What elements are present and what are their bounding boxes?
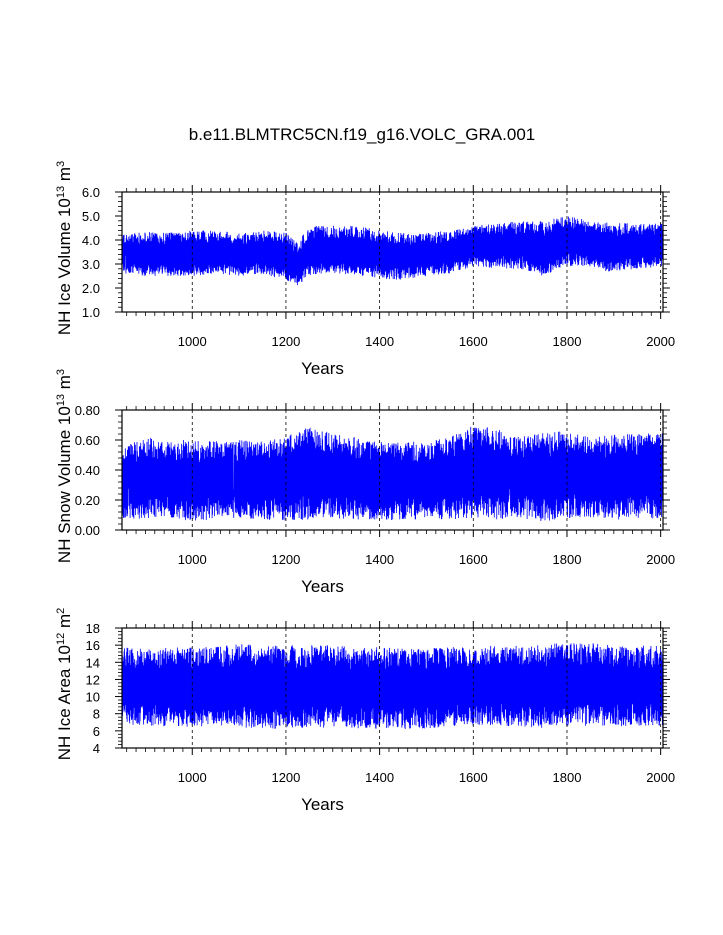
panel-3: 1000 1200 1400 1600 1800 2000 4 6 8 10 12 14 16 18 Yea… [55,608,675,814]
y-tick-label: 0.60 [75,433,100,448]
plot-frame [121,627,664,749]
y-tick-label: 16 [86,638,100,653]
x-axis-label: Years [301,795,344,814]
y-label-exponent: 13 [55,394,67,406]
plot-frame [121,191,664,313]
series-line-nh-ice-volume [122,216,663,310]
y-tick-label: 14 [86,655,100,670]
x-tick-label: 1800 [553,334,582,349]
x-tick-label: 1000 [178,770,207,785]
x-tick-label: 1000 [178,552,207,567]
x-tick-label: 2000 [646,552,675,567]
x-tick-label: 2000 [646,770,675,785]
y-label-unit-exponent: 2 [55,608,67,614]
x-axis-label: Years [301,577,344,596]
y-axis-label: NH Ice Volume 1013 m3 [55,161,74,335]
y-label-main: NH Ice Volume 10 [55,198,74,335]
y-tick-label: 5.0 [82,209,100,224]
x-tick-label: 1400 [365,334,394,349]
y-label-unit-exponent: 3 [55,369,67,375]
x-tick-label: 1200 [271,770,300,785]
y-tick-label: 6 [93,724,100,739]
y-tick-label: 0.40 [75,463,100,478]
y-tick-label: 0.80 [75,403,100,418]
y-tick-label: 1.0 [82,305,100,320]
x-tick-label: 1800 [553,552,582,567]
y-tick-label: 4 [93,741,100,756]
x-tick-label: 1000 [178,334,207,349]
y-tick-label: 18 [86,621,100,636]
y-label-unit: m [55,614,74,633]
y-label-unit: m [55,167,74,186]
x-axis-label: Years [301,359,344,378]
x-tick-label: 1200 [271,552,300,567]
y-tick-label: 8 [93,707,100,722]
y-tick-label: 2.0 [82,281,100,296]
panel-2: 1000 1200 1400 1600 1800 2000 0.00 0.20 0.40 0.60… [55,369,675,596]
y-axis-label: NH Snow Volume 1013 m3 [55,369,74,563]
series-line-nh-snow-volume [122,426,663,526]
x-tick-label: 1400 [365,552,394,567]
panels: 1000 1200 1400 1600 1800 2000 1.0 2.0 3.0 4.0 5.0 6… [55,161,675,814]
series-line-nh-ice-area [122,643,663,740]
x-tick-label: 1600 [459,770,488,785]
x-tick-label: 1600 [459,552,488,567]
y-tick-label: 4.0 [82,233,100,248]
y-label-exponent: 13 [55,186,67,198]
y-tick-label: 0.20 [75,493,100,508]
y-label-exponent: 12 [55,633,67,645]
y-label-main: NH Snow Volume 10 [55,406,74,563]
figure-title: b.e11.BLMTRC5CN.f19_g16.VOLC_GRA.001 [189,125,535,144]
x-tick-label: 1800 [553,770,582,785]
x-tick-label: 1400 [365,770,394,785]
y-tick-label: 0.00 [75,523,100,538]
x-tick-label: 2000 [646,334,675,349]
panel-1: 1000 1200 1400 1600 1800 2000 1.0 2.0 3.0 4.0 5.0 6… [55,161,675,378]
y-tick-label: 10 [86,690,100,705]
y-tick-label: 3.0 [82,257,100,272]
x-tick-label: 1600 [459,334,488,349]
y-axis-label: NH Ice Area 1012 m2 [55,608,74,761]
y-tick-label: 6.0 [82,185,100,200]
x-tick-label: 1200 [271,334,300,349]
y-label-main: NH Ice Area 10 [55,645,74,760]
y-label-unit-exponent: 3 [55,161,67,167]
y-label-unit: m [55,375,74,394]
y-tick-label: 12 [86,672,100,687]
